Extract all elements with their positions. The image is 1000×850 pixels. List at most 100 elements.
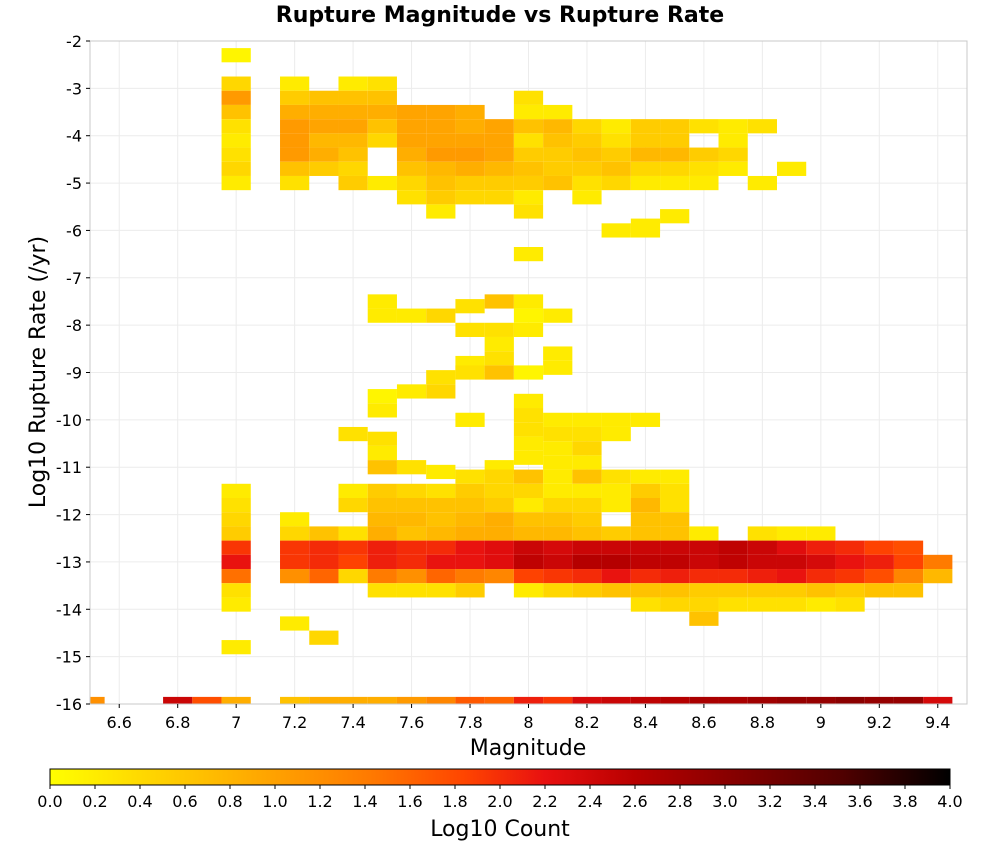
heatmap-cell xyxy=(543,426,573,442)
heatmap-cell xyxy=(893,696,924,704)
heatmap-cell xyxy=(309,569,339,584)
heatmap-cell xyxy=(338,147,368,162)
heatmap-cell xyxy=(221,640,251,655)
x-tick-label: 6.8 xyxy=(165,713,190,732)
heatmap-cell xyxy=(513,540,544,555)
heatmap-cell xyxy=(309,526,339,541)
heatmap-cell xyxy=(630,540,661,555)
heatmap-cell xyxy=(513,247,544,262)
heatmap-cell xyxy=(660,147,690,162)
heatmap-cell xyxy=(455,569,485,584)
heatmap-cell xyxy=(338,133,368,148)
heatmap-cell xyxy=(660,583,690,598)
heatmap-cell xyxy=(572,526,602,541)
heatmap-cell xyxy=(513,204,544,219)
heatmap-cell xyxy=(601,497,631,513)
heatmap-cell xyxy=(426,497,456,513)
heatmap-cell xyxy=(630,223,661,238)
heatmap-cell xyxy=(163,696,193,704)
heatmap-cell xyxy=(426,512,456,527)
heatmap-cell xyxy=(367,540,397,555)
x-tick-label: 9.2 xyxy=(867,713,892,732)
heatmap-cell xyxy=(396,133,427,148)
heatmap-cell xyxy=(893,583,924,598)
heatmap-cell xyxy=(543,119,573,134)
heatmap-cell xyxy=(689,554,719,570)
heatmap-cell xyxy=(543,469,573,484)
heatmap-cell xyxy=(806,569,836,584)
heatmap-cell xyxy=(923,696,953,704)
y-tick-label: -13 xyxy=(56,553,82,572)
heatmap-cell xyxy=(426,696,456,704)
heatmap-cell xyxy=(513,365,544,380)
heatmap-cell xyxy=(835,597,865,612)
heatmap-cell xyxy=(689,597,719,612)
heatmap-cell xyxy=(484,351,514,366)
heatmap-cell xyxy=(513,90,544,105)
colorbar-tick-label: 1.4 xyxy=(352,792,377,811)
heatmap-cell xyxy=(513,175,544,191)
heatmap-cell xyxy=(572,569,602,584)
heatmap-cell xyxy=(484,497,514,513)
heatmap-cell xyxy=(221,147,251,162)
heatmap-cell xyxy=(426,119,456,134)
colorbar-tick-label: 2.2 xyxy=(532,792,557,811)
heatmap-cell xyxy=(221,497,251,513)
heatmap-cell xyxy=(747,583,777,598)
heatmap-cell xyxy=(455,696,485,704)
colorbar-label: Log10 Count xyxy=(430,817,570,842)
heatmap-cell xyxy=(806,583,836,598)
heatmap-cell xyxy=(630,469,661,484)
heatmap-cell xyxy=(367,460,397,475)
heatmap-cell xyxy=(660,512,690,527)
heatmap-cell xyxy=(396,569,427,584)
y-tick-label: -5 xyxy=(66,174,82,193)
heatmap-cell xyxy=(280,526,310,541)
heatmap-cell xyxy=(776,526,807,541)
x-tick-label: 8.8 xyxy=(750,713,775,732)
heatmap-cell xyxy=(543,540,573,555)
heatmap-cell xyxy=(630,161,661,176)
heatmap-cell xyxy=(543,512,573,527)
heatmap-cell xyxy=(835,569,865,584)
heatmap-cell xyxy=(484,540,514,555)
heatmap-cell xyxy=(572,147,602,162)
heatmap-cell xyxy=(630,147,661,162)
heatmap-cell xyxy=(747,569,777,584)
heatmap-cell xyxy=(689,569,719,584)
heatmap-cell xyxy=(367,90,397,105)
heatmap-cell xyxy=(396,583,427,598)
heatmap-cell xyxy=(630,597,661,612)
y-tick-label: -3 xyxy=(66,79,82,98)
heatmap-cell xyxy=(426,204,456,219)
heatmap-cell xyxy=(660,119,690,134)
heatmap-cell xyxy=(426,161,456,176)
heatmap-cell xyxy=(806,554,836,570)
heatmap-cell xyxy=(484,322,514,337)
x-axis-ticks: 6.6 6.8 7 7.2 7.4 7.6 7.8 8 8.2 8.4 8.6 8.8 9 9.2 9.4 xyxy=(107,704,950,732)
heatmap-cell xyxy=(221,48,251,63)
heatmap-cell xyxy=(280,696,310,704)
heatmap-cell xyxy=(484,147,514,162)
colorbar-tick-label: 2.6 xyxy=(622,792,647,811)
heatmap-cell xyxy=(309,147,339,162)
heatmap-cell xyxy=(221,76,251,91)
heatmap-cell xyxy=(367,431,397,446)
heatmap-cell xyxy=(747,696,777,704)
colorbar-tick-label: 0.2 xyxy=(82,792,107,811)
y-tick-label: -8 xyxy=(66,316,82,335)
heatmap-cell xyxy=(660,526,690,541)
heatmap-cell xyxy=(572,426,602,442)
heatmap-cell xyxy=(660,597,690,612)
heatmap-cell xyxy=(601,526,631,541)
heatmap-cell xyxy=(718,569,748,584)
heatmap-cell xyxy=(280,161,310,176)
heatmap-cell xyxy=(396,512,427,527)
heatmap-cell xyxy=(396,460,427,475)
heatmap-cell xyxy=(689,526,719,541)
heatmap-cell xyxy=(572,455,602,470)
heatmap-cell xyxy=(660,469,690,484)
heatmap-cell xyxy=(513,469,544,484)
heatmap-cell xyxy=(572,469,602,484)
heatmap-cell xyxy=(396,554,427,570)
